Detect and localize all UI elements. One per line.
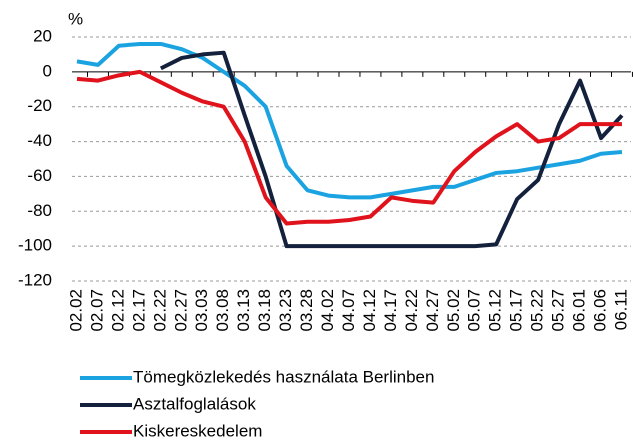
x-tick-label: 04.07: [339, 289, 358, 332]
x-tick-label: 04.12: [360, 289, 379, 332]
x-tick-label: 05.17: [507, 289, 526, 332]
x-tick-label: 02.12: [108, 289, 127, 332]
x-tick-label: 02.02: [66, 289, 85, 332]
x-tick-label: 03.23: [276, 289, 295, 332]
x-tick-label: 02.27: [171, 289, 190, 332]
x-tick-label: 04.02: [318, 289, 337, 332]
y-tick-label: 0: [43, 61, 52, 80]
x-tick-label: 03.28: [297, 289, 316, 332]
y-axis-label: %: [68, 9, 83, 28]
x-tick-label: 06.11: [611, 289, 630, 330]
x-tick-label: 03.18: [255, 289, 274, 332]
x-tick-label: 04.22: [402, 289, 421, 332]
x-tick-label: 03.03: [192, 289, 211, 332]
x-tick-label: 02.17: [129, 289, 148, 332]
x-tick-label: 05.12: [486, 289, 505, 332]
y-tick-label: 20: [33, 26, 52, 45]
y-tick-label: -20: [27, 96, 52, 115]
legend-label: Asztalfoglalások: [133, 394, 256, 413]
y-tick-label: -120: [18, 270, 52, 289]
x-tick-label: 05.02: [444, 289, 463, 332]
x-tick-label: 02.07: [87, 289, 106, 332]
x-tick-label: 04.17: [381, 289, 400, 332]
series-line: [76, 41, 623, 200]
x-tick-label: 05.07: [465, 289, 484, 332]
legend-label: Kiskereskedelem: [133, 421, 262, 440]
y-tick-label: -40: [27, 131, 52, 150]
x-tick-label: 06.01: [570, 289, 589, 332]
x-tick-label: 06.06: [590, 289, 609, 332]
y-tick-label: -100: [18, 236, 52, 255]
x-tick-label: 05.22: [528, 289, 547, 332]
series-line: [159, 50, 624, 249]
legend-label: Tömegközlekedés használata Berlinben: [133, 367, 434, 386]
series-line: [76, 69, 622, 226]
y-tick-label: -80: [27, 201, 52, 220]
x-tick-label: 03.08: [213, 289, 232, 332]
x-tick-label: 03.13: [234, 289, 253, 332]
x-tick-label: 02.22: [150, 289, 169, 332]
y-tick-label: -60: [27, 166, 52, 185]
x-tick-label: 05.27: [549, 289, 568, 332]
x-tick-label: 04.27: [423, 289, 442, 332]
